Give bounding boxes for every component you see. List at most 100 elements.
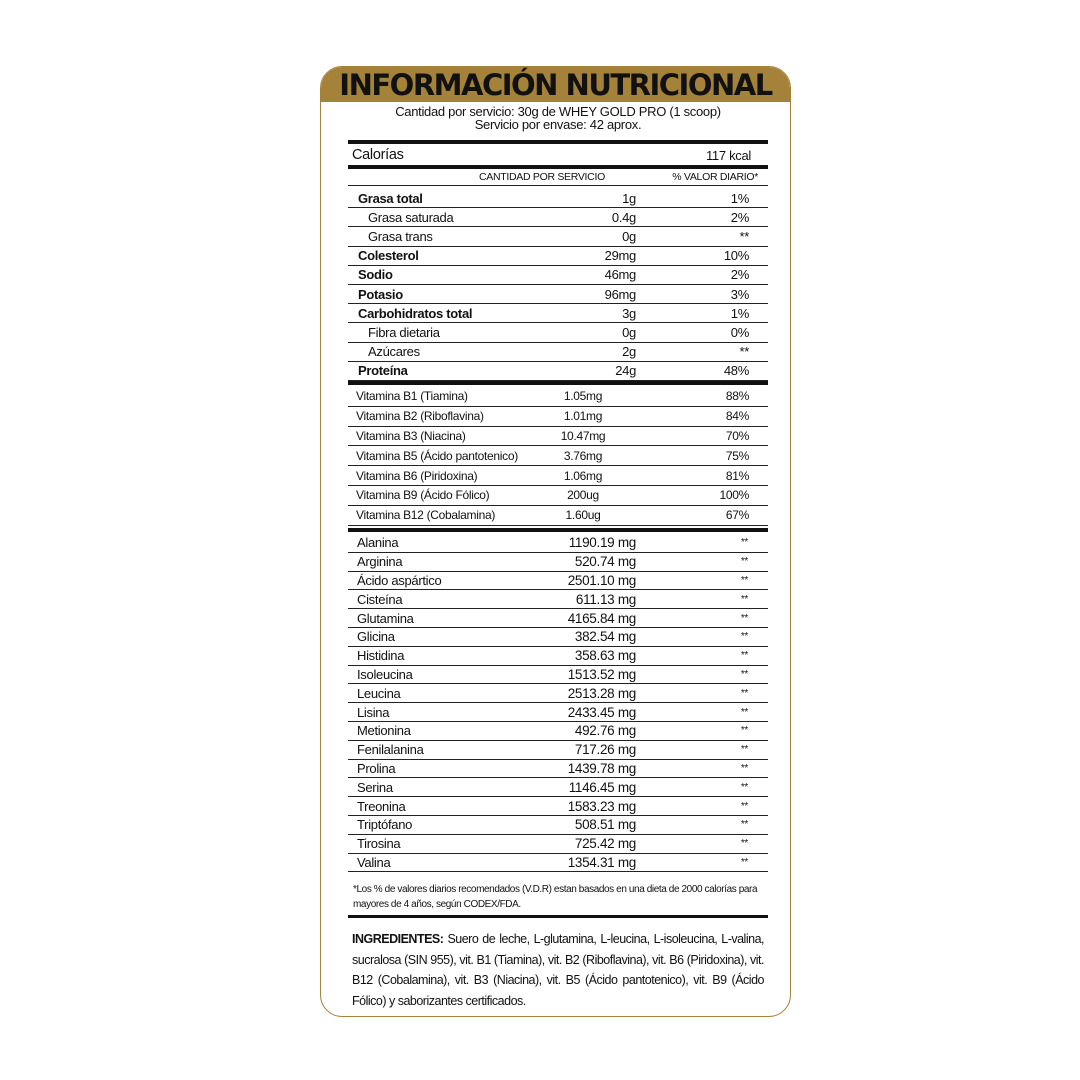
row: Lisina 2433.45 mg **: [348, 703, 768, 722]
row: Arginina 520.74 mg **: [348, 553, 768, 572]
item-dv: **: [740, 593, 748, 605]
row: Potasio 96mg 3%: [348, 285, 768, 305]
amino-acids: Alanina 1190.19 mg ** Arginina 520.74 mg ** Ác…: [348, 534, 768, 873]
item-dv: 75%: [725, 448, 749, 463]
item-name: Histidina: [357, 648, 405, 664]
column-dv: % VALOR DIARIO*: [672, 171, 758, 183]
item-amount: 2433.45 mg: [567, 704, 637, 720]
row: Vitamina B2 (Riboflavina) 1.01mg 84%: [348, 407, 768, 427]
divider: [348, 140, 768, 144]
item-amount: 1.60ug: [565, 508, 601, 523]
row: Azúcares 2g **: [348, 343, 768, 362]
item-amount: 492.76 mg: [574, 723, 636, 739]
item-dv: 2%: [730, 267, 750, 283]
item-dv: **: [740, 631, 748, 643]
item-name: Potasio: [358, 286, 403, 302]
item-name: Fenilalanina: [357, 742, 424, 758]
item-name: Glicina: [357, 629, 395, 645]
item-name: Metionina: [357, 723, 411, 739]
row: Vitamina B3 (Niacina) 10.47mg 70%: [348, 427, 768, 447]
item-name: Grasa trans: [368, 228, 433, 244]
item-amount: 200ug: [567, 488, 599, 503]
item-dv: **: [740, 706, 748, 718]
item-amount: 2501.10 mg: [567, 572, 637, 588]
item-dv: **: [740, 762, 748, 774]
item-dv: **: [739, 344, 749, 360]
item-dv: 88%: [725, 389, 749, 404]
row: Isoleucina 1513.52 mg **: [348, 666, 768, 685]
row: Grasa saturada 0.4g 2%: [348, 208, 768, 228]
item-amount: 1439.78 mg: [567, 760, 637, 776]
item-amount: 1.05mg: [563, 389, 603, 404]
item-dv: 84%: [725, 409, 749, 424]
item-dv: **: [740, 650, 748, 662]
item-name: Isoleucina: [357, 666, 413, 682]
item-name: Vitamina B5 (Ácido pantotenico): [356, 448, 518, 463]
item-name: Prolina: [357, 760, 396, 776]
item-amount: 382.54 mg: [574, 629, 636, 645]
item-dv: 1%: [730, 305, 750, 321]
item-amount: 0.4g: [611, 209, 636, 225]
row: Prolina 1439.78 mg **: [348, 760, 768, 779]
item-name: Serina: [357, 779, 393, 795]
item-amount: 1146.45 mg: [568, 779, 637, 795]
row: Sodio 46mg 2%: [348, 266, 768, 285]
item-name: Vitamina B6 (Piridoxina): [356, 468, 478, 483]
row: Glicina 382.54 mg **: [348, 628, 768, 647]
row: Tirosina 725.42 mg **: [348, 835, 768, 854]
item-amount: 717.26 mg: [574, 742, 636, 758]
item-dv: 3%: [730, 286, 750, 302]
item-dv: **: [740, 612, 748, 624]
item-dv: **: [740, 574, 748, 586]
ingredients: INGREDIENTES: Suero de leche, L-glutamin…: [348, 929, 768, 1011]
servings-per-container: Servicio por envase: 42 aprox.: [474, 117, 642, 132]
row: Grasa total 1g 1%: [348, 189, 768, 209]
item-amount: 358.63 mg: [574, 648, 636, 664]
item-name: Sodio: [358, 267, 393, 283]
item-amount: 24g: [615, 363, 636, 379]
item-name: Ácido aspártico: [357, 572, 442, 588]
item-name: Vitamina B3 (Niacina): [356, 428, 466, 443]
item-dv: 2%: [730, 209, 750, 225]
row: Treonina 1583.23 mg **: [348, 797, 768, 816]
row: Fibra dietaria 0g 0%: [348, 323, 768, 343]
item-name: Treonina: [357, 798, 406, 814]
item-amount: 1513.52 mg: [567, 666, 637, 682]
row: Histidina 358.63 mg **: [348, 647, 768, 666]
item-amount: 3g: [622, 305, 636, 321]
divider: [348, 915, 768, 918]
item-amount: 1354.31 mg: [567, 854, 637, 870]
item-dv: 0%: [730, 324, 750, 340]
item-amount: 508.51 mg: [574, 817, 636, 833]
divider: [348, 381, 768, 385]
item-amount: 29mg: [604, 248, 637, 264]
row: Serina 1146.45 mg **: [348, 778, 768, 798]
item-dv: 70%: [725, 428, 749, 443]
row: Vitamina B1 (Tiamina) 1.05mg 88%: [348, 387, 768, 407]
row: Triptófano 508.51 mg **: [348, 816, 768, 835]
row: Colesterol 29mg 10%: [348, 247, 768, 266]
item-amount: 1.06mg: [563, 468, 603, 483]
item-amount: 520.74 mg: [574, 554, 636, 570]
item-name: Vitamina B9 (Ácido Fólico): [356, 488, 490, 503]
column-header: CANTIDAD POR SERVICIO % VALOR DIARIO*: [348, 169, 768, 186]
row: Vitamina B12 (Cobalamina) 1.60ug 67%: [348, 506, 768, 526]
item-name: Alanina: [357, 535, 399, 551]
item-name: Valina: [357, 854, 391, 870]
item-amount: 0g: [622, 324, 636, 340]
item-name: Vitamina B1 (Tiamina): [356, 389, 468, 404]
item-dv: **: [740, 744, 748, 756]
footnote: *Los % de valores diarios recomendados (…: [353, 884, 758, 910]
item-name: Leucina: [357, 685, 401, 701]
item-amount: 1.01mg: [563, 409, 603, 424]
item-name: Arginina: [357, 554, 403, 570]
ingredients-label: INGREDIENTES:: [352, 932, 444, 946]
item-name: Cisteína: [357, 591, 403, 607]
item-dv: **: [740, 537, 748, 549]
item-dv: 10%: [723, 248, 749, 264]
calories-row: Calorías 117 kcal: [348, 144, 768, 166]
item-dv: **: [739, 228, 749, 244]
item-name: Colesterol: [358, 248, 419, 264]
item-name: Vitamina B2 (Riboflavina): [356, 409, 484, 424]
item-amount: 2g: [622, 344, 636, 360]
